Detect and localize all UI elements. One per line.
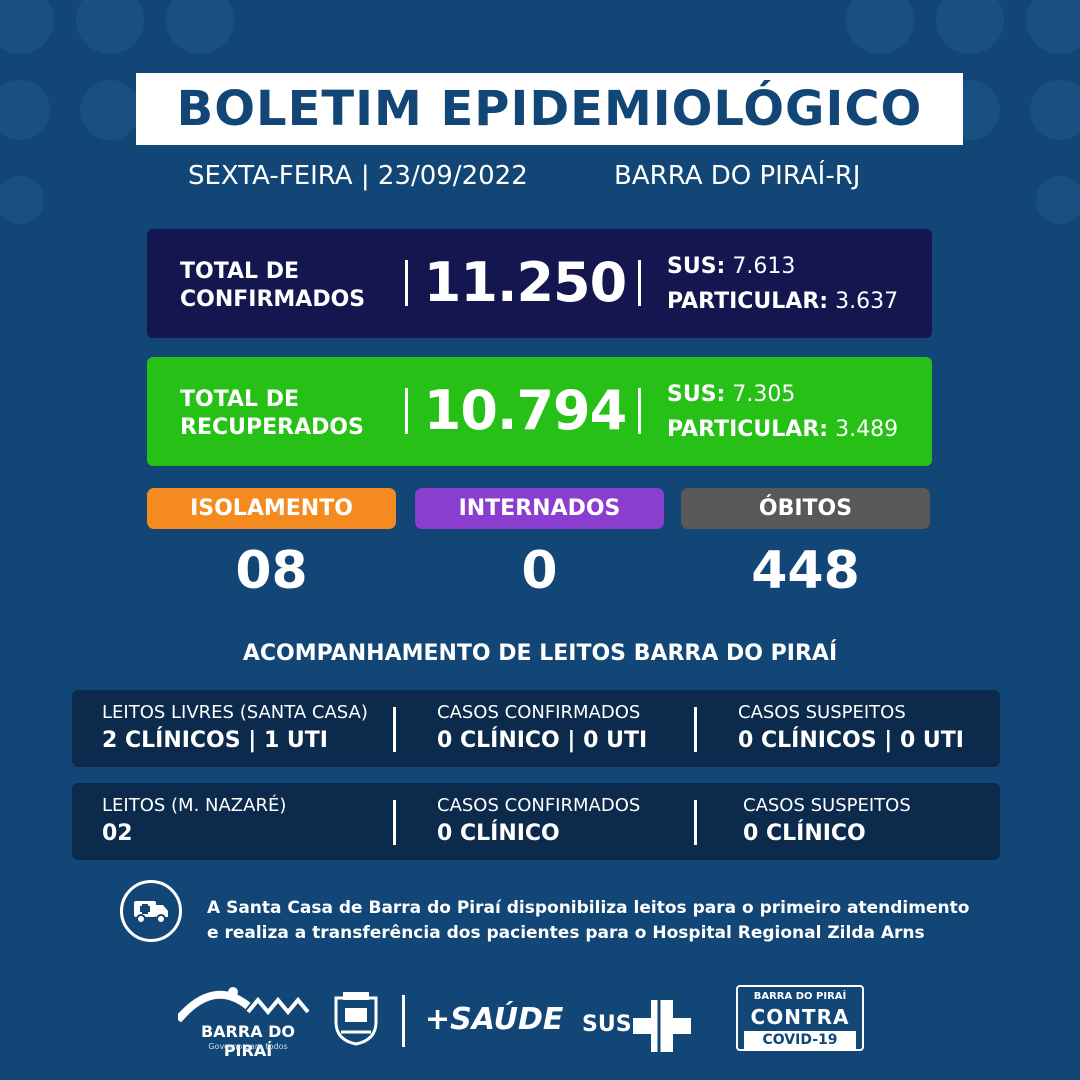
info-line2: e realiza a transferência dos pacientes … — [207, 923, 925, 943]
internados-badge: INTERNADOS — [415, 488, 664, 529]
covid-badge-covid: COVID-19 — [744, 1031, 856, 1049]
report-date: SEXTA-FEIRA | 23/09/2022 — [188, 161, 528, 191]
sus-value: 7.305 — [732, 382, 796, 407]
footer-logos: BARRA DO PIRAÍ Governo para todos +SAÚDE… — [0, 975, 1080, 1065]
divider — [638, 260, 641, 306]
recovered-label: TOTAL DE RECUPERADOS — [180, 386, 364, 442]
mais-saude-logo: +SAÚDE — [425, 1002, 564, 1037]
cell-value: 2 CLÍNICOS | 1 UTI — [102, 728, 328, 753]
covid-badge-contra: CONTRA — [750, 1005, 850, 1029]
recovered-particular: PARTICULAR: 3.489 — [667, 417, 898, 442]
internados-count: 0 — [521, 541, 558, 601]
sus-cross-icon — [633, 1000, 691, 1052]
confirmed-label-line2: CONFIRMADOS — [180, 287, 366, 312]
sus-label: SUS: — [667, 382, 726, 407]
sus-value: 7.613 — [732, 254, 796, 279]
page-title: BOLETIM EPIDEMIOLÓGICO — [176, 81, 923, 137]
recovered-panel: TOTAL DE RECUPERADOS 10.794 SUS: 7.305 P… — [147, 357, 932, 466]
leitos-row-m-nazare: LEITOS (M. NAZARÉ) 02 CASOS CONFIRMADOS … — [72, 783, 1000, 860]
covid-badge-city: BARRA DO PIRAÍ — [753, 991, 847, 1002]
divider — [638, 388, 641, 434]
confirmed-label: TOTAL DE CONFIRMADOS — [180, 258, 365, 314]
divider — [393, 707, 396, 752]
title-banner: BOLETIM EPIDEMIOLÓGICO — [136, 73, 963, 145]
particular-value: 3.637 — [835, 289, 899, 314]
cell-label: LEITOS (M. NAZARÉ) — [102, 795, 287, 816]
report-city: BARRA DO PIRAÍ-RJ — [614, 161, 861, 191]
cell-value: 0 CLÍNICO | 0 UTI — [437, 728, 648, 753]
info-line1: A Santa Casa de Barra do Piraí disponibi… — [207, 898, 970, 918]
leitos-section-title: ACOMPANHAMENTO DE LEITOS BARRA DO PIRAÍ — [242, 641, 838, 666]
contra-covid-badge: BARRA DO PIRAÍ CONTRA COVID-19 — [736, 985, 864, 1051]
obitos-badge: ÓBITOS — [681, 488, 930, 529]
cell-label: LEITOS LIVRES (SANTA CASA) — [102, 702, 368, 723]
bridge-arch-icon — [178, 987, 310, 1022]
info-message: A Santa Casa de Barra do Piraí disponibi… — [207, 896, 969, 946]
confirmed-sus: SUS: 7.613 — [667, 254, 795, 279]
leitos-cell: LEITOS (M. NAZARÉ) 02 — [102, 795, 286, 851]
leitos-cell: CASOS CONFIRMADOS 0 CLÍNICO | 0 UTI — [437, 702, 647, 758]
particular-label: PARTICULAR: — [667, 417, 829, 442]
divider — [393, 800, 396, 845]
barra-logo-slogan: Governo para todos — [208, 1042, 288, 1051]
leitos-cell: CASOS SUSPEITOS 0 CLÍNICO — [743, 795, 911, 851]
divider — [694, 707, 697, 752]
confirmed-label-line1: TOTAL DE — [180, 259, 300, 284]
recovered-label-line1: TOTAL DE — [180, 387, 300, 412]
recovered-total: 10.794 — [423, 379, 627, 442]
footer-divider — [402, 995, 405, 1047]
confirmed-total: 11.250 — [423, 251, 627, 314]
cell-value: 0 CLÍNICO — [437, 821, 560, 846]
divider — [694, 800, 697, 845]
leitos-cell: CASOS SUSPEITOS 0 CLÍNICOS | 0 UTI — [738, 702, 964, 758]
ambulance-icon — [120, 880, 182, 942]
leitos-cell: CASOS CONFIRMADOS 0 CLÍNICO — [437, 795, 640, 851]
cell-label: CASOS CONFIRMADOS — [437, 795, 641, 816]
recovered-sus: SUS: 7.305 — [667, 382, 795, 407]
divider — [405, 388, 408, 434]
recovered-label-line2: RECUPERADOS — [180, 415, 364, 440]
city-crest-icon — [334, 992, 378, 1046]
leitos-cell: LEITOS LIVRES (SANTA CASA) 2 CLÍNICOS | … — [102, 702, 368, 758]
cell-label: CASOS CONFIRMADOS — [437, 702, 641, 723]
cell-value: 02 — [102, 821, 133, 846]
cell-value: 0 CLÍNICO — [743, 821, 866, 846]
sus-logo-text: SUS — [582, 1012, 632, 1037]
isolamento-badge: ISOLAMENTO — [147, 488, 396, 529]
cell-label: CASOS SUSPEITOS — [743, 795, 911, 816]
isolamento-count: 08 — [235, 541, 308, 601]
confirmed-panel: TOTAL DE CONFIRMADOS 11.250 SUS: 7.613 P… — [147, 229, 932, 338]
particular-value: 3.489 — [835, 417, 899, 442]
particular-label: PARTICULAR: — [667, 289, 829, 314]
barra-do-pirai-logo: BARRA DO PIRAÍ Governo para todos — [178, 982, 318, 1060]
cell-label: CASOS SUSPEITOS — [738, 702, 906, 723]
barra-logo-text: BARRA DO PIRAÍ — [200, 1022, 296, 1060]
divider — [405, 260, 408, 306]
sus-label: SUS: — [667, 254, 726, 279]
obitos-count: 448 — [751, 541, 860, 601]
leitos-row-santa-casa: LEITOS LIVRES (SANTA CASA) 2 CLÍNICOS | … — [72, 690, 1000, 767]
cell-value: 0 CLÍNICOS | 0 UTI — [738, 728, 964, 753]
confirmed-particular: PARTICULAR: 3.637 — [667, 289, 898, 314]
